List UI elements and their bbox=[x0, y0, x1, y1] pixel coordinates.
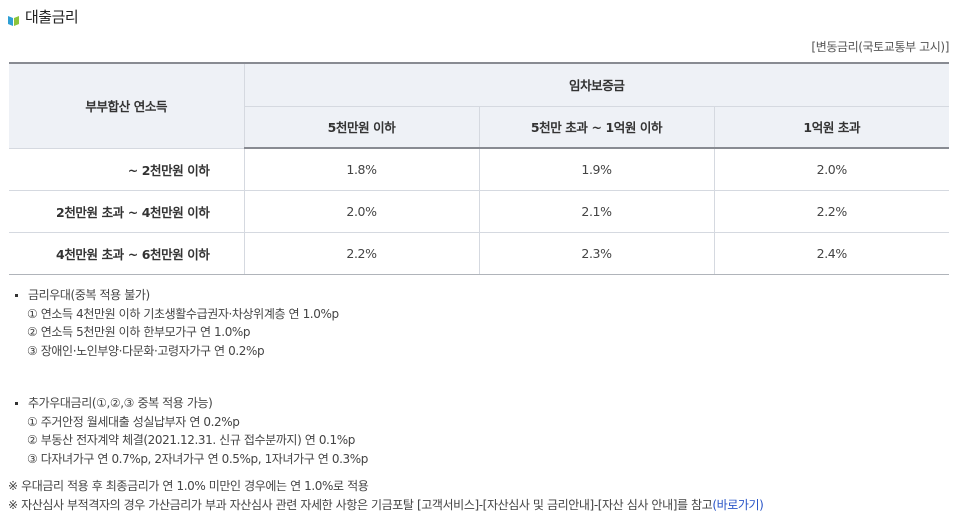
list-heading: 금리우대(중복 적용 불가) bbox=[14, 286, 339, 305]
list-item: ① 주거안정 월세대출 성실납부자 연 0.2%p bbox=[27, 414, 240, 429]
income-range: ~ 2천만원 이하 bbox=[9, 147, 245, 191]
rate-table: 부부합산 연소득 임차보증금 5천만원 이하 5천만 초과 ~ 1억원 이하 1… bbox=[9, 62, 949, 275]
rate-cell: 2.2% bbox=[243, 231, 480, 275]
rate-cell: 2.1% bbox=[478, 189, 715, 233]
page-title: 대출금리 bbox=[25, 7, 79, 26]
list-item: ③ 장애인·노인부양·다문화·고령자가구 연 0.2%p bbox=[27, 343, 265, 358]
rate-cell: 2.2% bbox=[713, 189, 949, 233]
list-item: ② 부동산 전자계약 체결(2021.12.31. 신규 접수분까지) 연 0.… bbox=[27, 433, 355, 447]
list-item: ① 연소득 4천만원 이하 기초생활수급권자·차상위계층 연 1.0%p bbox=[27, 306, 339, 321]
rate-cell: 1.8% bbox=[243, 147, 480, 191]
list-heading: 추가우대금리(①,②,③ 중복 적용 가능) bbox=[14, 394, 368, 413]
bullet-icon bbox=[15, 401, 18, 405]
column-header: 1억원 초과 bbox=[713, 105, 949, 149]
section-title: 대출금리 bbox=[8, 6, 79, 26]
rate-cell: 2.0% bbox=[243, 189, 480, 233]
income-range: 4천만원 초과 ~ 6천만원 이하 bbox=[9, 231, 245, 275]
deposit-header: 임차보증금 bbox=[243, 62, 949, 107]
shortcut-link[interactable]: (바로가기) bbox=[712, 498, 764, 512]
rate-cell: 1.9% bbox=[478, 147, 715, 191]
additional-rate-section: 추가우대금리(①,②,③ 중복 적용 가능) ① 주거안정 월세대출 성실납부자… bbox=[14, 394, 368, 468]
bullet-icon bbox=[15, 293, 18, 297]
list-item: ② 연소득 5천만원 이하 한부모가구 연 1.0%p bbox=[27, 325, 251, 339]
list-item: ③ 다자녀가구 연 0.7%p, 2자녀가구 연 0.5%p, 1자녀가구 연 … bbox=[27, 451, 368, 466]
column-header: 5천만 초과 ~ 1억원 이하 bbox=[478, 105, 715, 149]
footnote-asset-review: ※ 자산심사 부적격자의 경우 가산금리가 부과 자산심사 관련 자세한 사항은… bbox=[8, 496, 764, 514]
footnote-text: ※ 자산심사 부적격자의 경우 가산금리가 부과 자산심사 관련 자세한 사항은… bbox=[8, 498, 713, 512]
preferential-heading: 금리우대(중복 적용 불가) bbox=[28, 288, 150, 302]
rate-cell: 2.3% bbox=[478, 231, 715, 275]
income-range: 2천만원 초과 ~ 4천만원 이하 bbox=[9, 189, 245, 233]
book-icon bbox=[8, 11, 19, 26]
footnote-min-rate: ※ 우대금리 적용 후 최종금리가 연 1.0% 미만인 경우에는 연 1.0%… bbox=[8, 479, 369, 493]
additional-heading: 추가우대금리(①,②,③ 중복 적용 가능) bbox=[28, 396, 213, 410]
table-row: ~ 2천만원 이하 1.8% 1.9% 2.0% bbox=[9, 147, 949, 191]
rate-type-note: [변동금리(국토교통부 고시)] bbox=[811, 40, 949, 54]
column-header: 5천만원 이하 bbox=[244, 105, 480, 149]
rate-cell: 2.0% bbox=[713, 147, 949, 191]
rate-cell: 2.4% bbox=[713, 231, 949, 275]
income-header: 부부합산 연소득 bbox=[9, 62, 245, 149]
preferential-rate-section: 금리우대(중복 적용 불가) ① 연소득 4천만원 이하 기초생활수급권자·차상… bbox=[14, 286, 339, 360]
table-row: 2천만원 초과 ~ 4천만원 이하 2.0% 2.1% 2.2% bbox=[9, 189, 949, 233]
table-row: 4천만원 초과 ~ 6천만원 이하 2.2% 2.3% 2.4% bbox=[9, 231, 949, 275]
